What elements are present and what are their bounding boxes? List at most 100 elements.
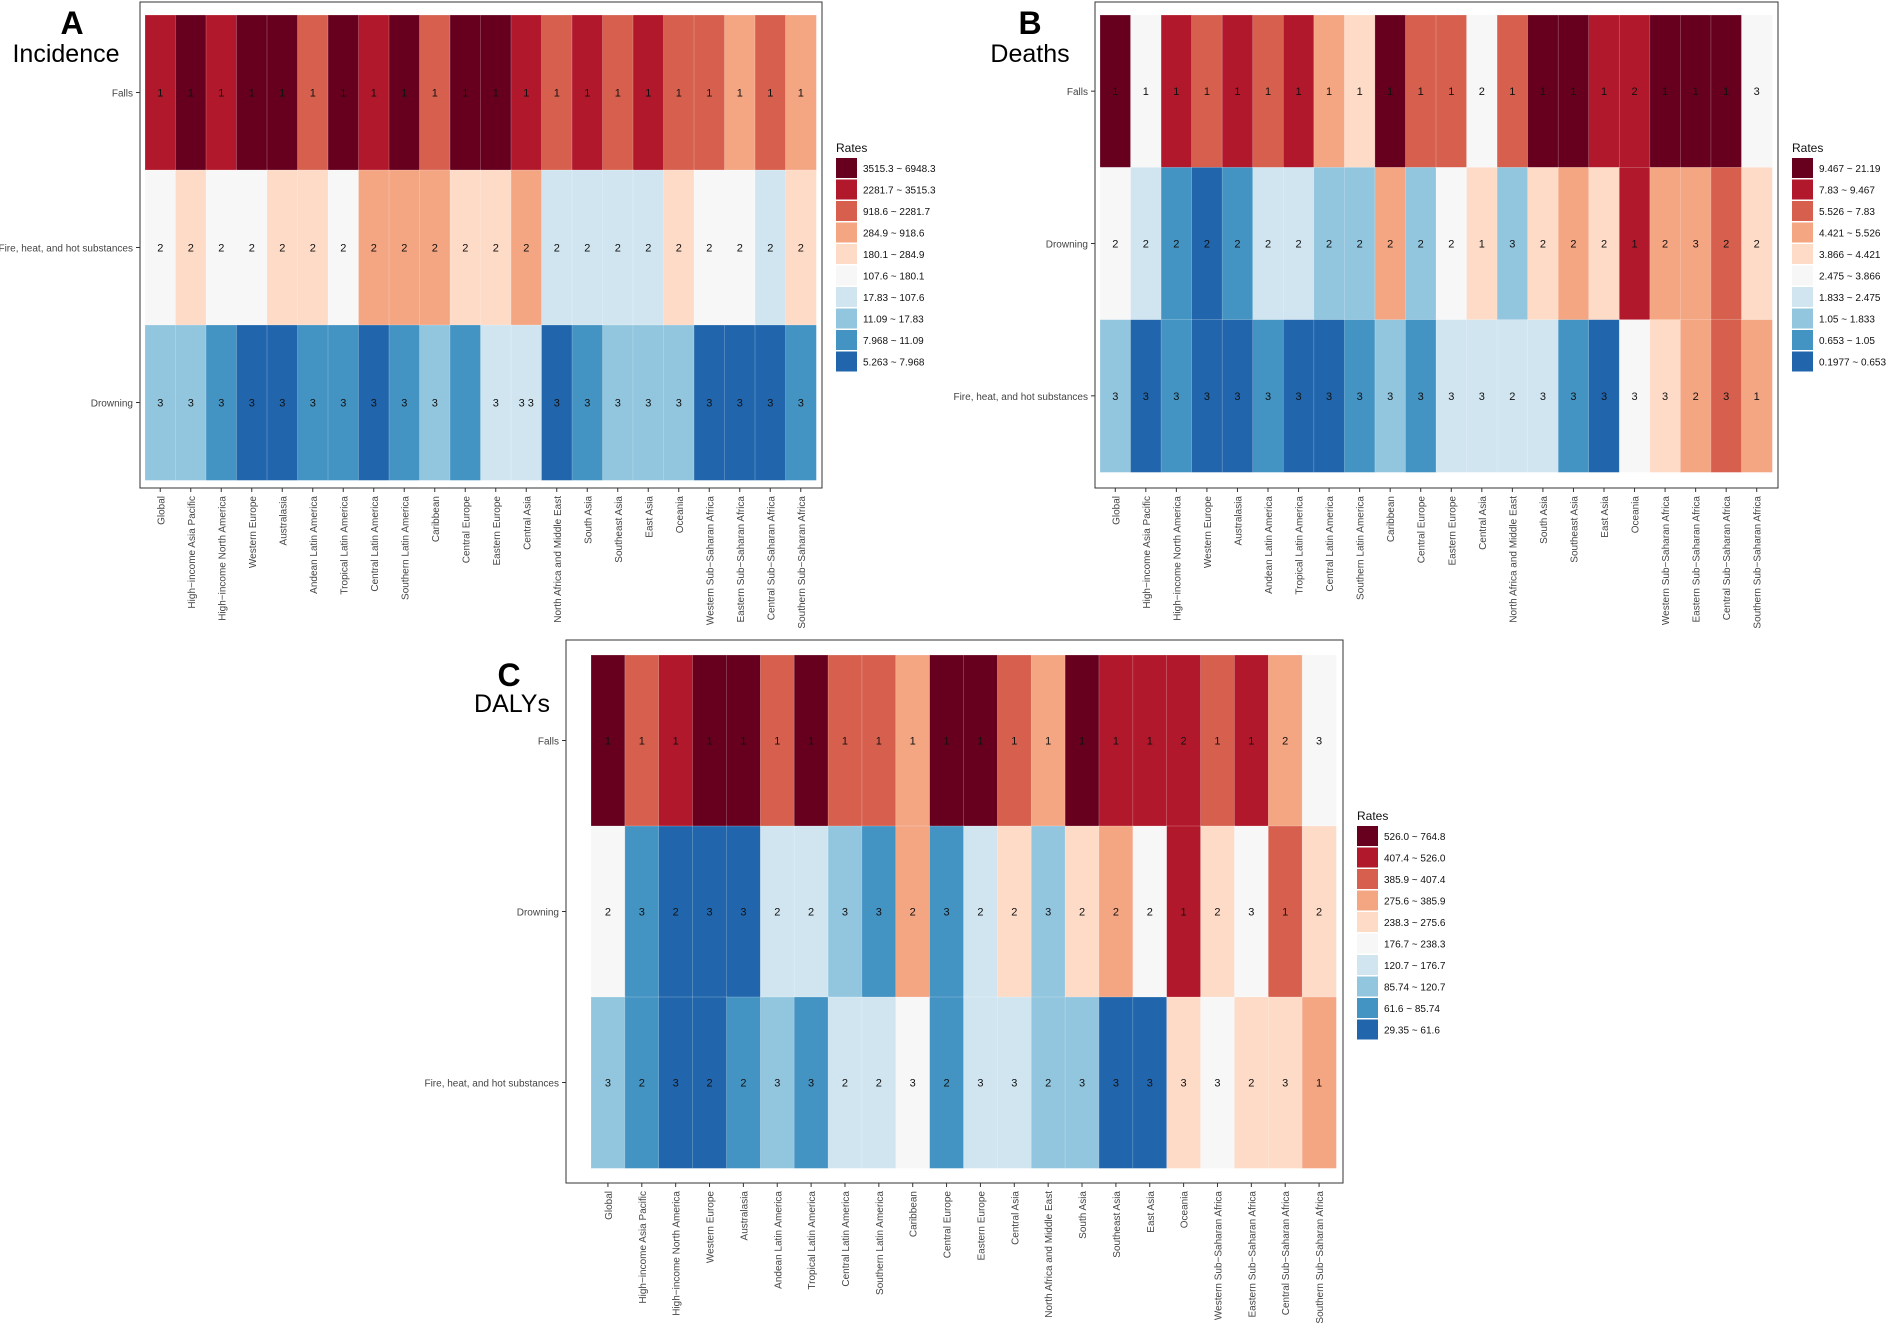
cell-rank-label: 2: [1214, 907, 1220, 919]
cell-rank-label: 2: [1509, 391, 1515, 403]
cell-rank-label: 3: [977, 1078, 983, 1090]
heatmap-cell: [358, 324, 390, 481]
legend-swatch: [1792, 222, 1813, 243]
heatmap-cell: [1252, 319, 1284, 473]
legend-swatch: [836, 244, 857, 264]
heatmap-cell: [510, 324, 543, 481]
heatmap-cell: [624, 825, 660, 998]
cell-rank-label: 3: [798, 398, 804, 410]
heatmap-cell: [1301, 825, 1337, 998]
heatmap-cell: [1130, 319, 1162, 473]
cell-rank-label: 1: [1357, 86, 1363, 98]
legend-swatch: [1357, 826, 1378, 846]
legend-swatch: [1792, 351, 1813, 372]
cell-rank-label: 2: [767, 243, 773, 255]
legend-swatch: [1357, 869, 1378, 889]
cell-rank-label: 2: [1448, 239, 1454, 251]
x-tick-label: Western Sub−Saharan Africa: [1661, 496, 1672, 625]
heatmap-cell: [1527, 319, 1559, 473]
cell-rank-label: 2: [1631, 86, 1637, 98]
cell-rank-label: 2: [706, 243, 712, 255]
x-tick-label: Western Sub−Saharan Africa: [705, 496, 716, 625]
cell-rank-label: 1: [740, 736, 746, 748]
heatmap-cell: [1374, 167, 1407, 321]
cell-rank-label: 2: [737, 243, 743, 255]
x-tick-label: South Asia: [583, 496, 594, 544]
cell-rank-label: 2: [1326, 239, 1332, 251]
x-tick-label: Central Europe: [1417, 496, 1428, 564]
legend-label: 1.833 ~ 2.475: [1819, 293, 1881, 304]
legend: Rates 3515.3 ~ 6948.3 2281.7 ~ 3515.3 918.6…: [836, 141, 936, 372]
heatmap-cell: [693, 14, 726, 171]
x-tick-label: Central Latin America: [841, 1191, 852, 1287]
x-tick-label: Oceania: [1631, 496, 1642, 534]
panel-letter: B: [1018, 5, 1041, 41]
cell-rank-label: 2: [1316, 907, 1322, 919]
heatmap-cell: [590, 654, 626, 827]
heatmap-cell: [663, 324, 695, 481]
cell-rank-label: 1: [1204, 86, 1210, 98]
heatmap-cell: [997, 996, 1032, 1169]
cell-rank-label: 3: [876, 907, 882, 919]
heatmap-cell: [693, 169, 726, 326]
y-tick-label: Drowning: [517, 908, 559, 919]
cell-rank-label: 1: [798, 88, 804, 100]
cell-rank-label: 2: [673, 907, 679, 919]
heatmap-cell: [1234, 825, 1269, 998]
cell-rank-label: 3: [1723, 391, 1729, 403]
cell-rank-label: 3: [1540, 391, 1546, 403]
cell-rank-label: 2: [1693, 391, 1699, 403]
heatmap-cell: [663, 14, 695, 171]
heatmap-cell: [861, 825, 897, 998]
cell-rank-label: 2: [1143, 239, 1149, 251]
legend-label: 3.866 ~ 4.421: [1819, 250, 1881, 261]
x-tick-label: North Africa and Middle East: [1044, 1191, 1055, 1318]
legend-swatch: [1357, 1019, 1378, 1040]
legend-swatch: [1792, 244, 1813, 264]
cell-rank-label: 1: [1693, 86, 1699, 98]
cell-rank-label: 2: [605, 907, 611, 919]
cell-rank-label: 1: [645, 88, 651, 100]
panel-letter: C: [497, 657, 520, 693]
heatmap-cell: [1618, 14, 1651, 169]
heatmap-cell: [327, 14, 360, 171]
heatmap-cell: [724, 14, 756, 171]
legend-swatch: [1357, 933, 1378, 954]
cell-rank-label: 3: [1112, 391, 1118, 403]
heatmap-cell: [1710, 167, 1743, 321]
cell-rank-label: 2: [1282, 736, 1288, 748]
y-tick-label: Fire, heat, and hot substances: [953, 392, 1088, 403]
heatmap-cell: [692, 654, 728, 827]
heatmap-cell: [1649, 14, 1682, 169]
x-tick-label: High−income North America: [1172, 496, 1183, 621]
legend-swatch: [1792, 179, 1813, 200]
x-tick-label: Southern Latin America: [875, 1191, 886, 1295]
cell-rank-label: 1: [1662, 86, 1668, 98]
heatmap-cell: [1435, 14, 1468, 169]
cell-rank-label: 3: [188, 398, 194, 410]
cell-rank-label: 2: [1234, 239, 1240, 251]
heatmap-cell: [1064, 654, 1100, 827]
legend-swatch: [1357, 847, 1378, 868]
heatmap-cell: [175, 169, 207, 326]
cell-rank-label: 1: [401, 88, 407, 100]
heatmap-cell: [1030, 996, 1066, 1169]
x-tick-label: High−income North America: [217, 496, 228, 621]
legend-label: 284.9 ~ 918.6: [863, 229, 925, 240]
heatmap-cell: [1741, 319, 1773, 473]
cell-rank-label: 3: [1295, 391, 1301, 403]
heatmap-cell: [1405, 167, 1437, 321]
cell-rank-label: 3: [1693, 239, 1699, 251]
cell-rank-label: 1: [1113, 736, 1119, 748]
cell-rank-label: 2: [1173, 239, 1179, 251]
heatmap-cell: [1132, 825, 1168, 998]
cell-rank-label: 1: [310, 88, 316, 100]
cell-rank-label: 3: [706, 907, 712, 919]
x-tick-label: Caribbean: [1386, 496, 1397, 542]
cell-rank-label: 1: [1181, 907, 1187, 919]
x-tick-label: Andean Latin America: [309, 496, 320, 594]
legend-label: 1.05 ~ 1.833: [1819, 315, 1875, 326]
cell-rank-label: 2: [977, 907, 983, 919]
heatmap-cell: [1466, 167, 1498, 321]
cell-rank-label: 2: [401, 243, 407, 255]
